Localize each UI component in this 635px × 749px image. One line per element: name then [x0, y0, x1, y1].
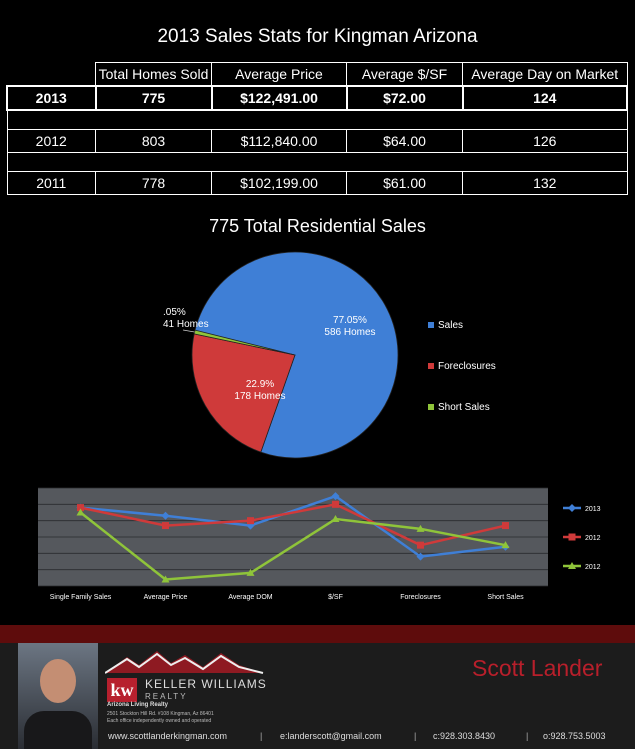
table-cell-sf: $61.00: [346, 171, 463, 195]
data-point: [76, 508, 85, 516]
table-cell-price: $112,840.00: [211, 129, 347, 153]
data-point: [247, 517, 254, 525]
agent-face: [40, 659, 76, 703]
table-cell-homes: 775: [94, 85, 213, 111]
table-cell-price: $102,199.00: [211, 171, 347, 195]
table-cell-price: $122,491.00: [210, 85, 348, 111]
pie-count-label: 41 Homes: [163, 319, 209, 330]
x-tick-label: Average Price: [144, 594, 188, 601]
series-line: [80, 503, 506, 547]
page-title: 2013 Sales Stats for Kingman Arizona: [157, 26, 478, 47]
kw-logo: kw: [107, 678, 137, 702]
table-header-cell: Average Day on Market: [462, 62, 628, 87]
legend-label: 2012: [585, 564, 601, 571]
table-spacer-row: [6, 109, 628, 130]
office-phone[interactable]: o:928.753.5003: [543, 731, 606, 741]
series-line: [79, 511, 506, 581]
pie-count-label: 586 Homes: [324, 327, 375, 338]
data-point: [417, 541, 424, 549]
data-point: [246, 521, 255, 530]
office-note: Each office independently owned and oper…: [107, 718, 212, 724]
legend-label: Sales: [438, 320, 463, 331]
table-row: 2013 775 $122,491.00 $72.00 124: [6, 85, 628, 111]
agent-photo: [18, 643, 98, 749]
pie-slice: [193, 251, 399, 459]
data-point: [502, 522, 509, 530]
data-point: [416, 552, 425, 561]
table-header-cell: Average $/SF: [346, 62, 463, 87]
mountains-logo: [105, 651, 264, 674]
data-point: [161, 575, 170, 583]
table-row: 2011 778 $102,199.00 $61.00 132: [6, 171, 628, 195]
pie-leader-line: [182, 329, 195, 333]
footer-accent-bar: [0, 625, 635, 643]
cell-phone[interactable]: c:928.303.8430: [433, 731, 496, 741]
data-point: [332, 500, 339, 508]
office-address: 2501 Stockton Hill Rd. #108 Kingman, Az …: [107, 711, 214, 717]
brokerage-name: KELLER WILLIAMS: [145, 677, 267, 691]
table-cell-homes: 803: [95, 129, 212, 153]
table-cell-year: 2012: [6, 129, 96, 153]
data-point: [246, 568, 255, 576]
pie-chart: 77.05%586 Homes 22.9%178 Homes .05%41 Home…: [163, 251, 496, 459]
legend-swatch: [428, 404, 434, 410]
data-point: [331, 492, 340, 501]
data-point: [568, 533, 576, 541]
x-tick-label: Foreclosures: [400, 594, 441, 601]
table-header-cell: Total Homes Sold: [95, 62, 212, 87]
agent-name: Scott Lander: [472, 655, 603, 681]
legend-swatch: [428, 363, 434, 369]
x-tick-label: Short Sales: [487, 594, 524, 601]
line-chart: Single Family Sales Average Price Average …: [38, 487, 601, 601]
office-name: Arizona Living Realty: [107, 702, 169, 708]
data-point: [568, 504, 576, 512]
brokerage-realty: REALTY: [145, 692, 188, 701]
legend-label: Short Sales: [438, 402, 490, 413]
stats-table: Total Homes Sold Average Price Average $…: [6, 62, 628, 195]
email-link[interactable]: e:landerscott@gmail.com: [280, 731, 382, 741]
agent-shirt: [24, 711, 92, 749]
pie-slice: [191, 333, 296, 453]
agent-footer: kw KELLER WILLIAMS REALTY Scott Lander A…: [0, 625, 635, 749]
table-cell-homes: 778: [95, 171, 212, 195]
table-cell-year: 2011: [6, 171, 96, 195]
table-cell-sf: $64.00: [346, 129, 463, 153]
data-point: [77, 504, 84, 512]
data-point: [331, 515, 340, 523]
separator: |: [526, 731, 529, 741]
website-link[interactable]: www.scottlanderkingman.com: [108, 731, 228, 741]
data-point: [501, 541, 510, 549]
x-tick-label: $/SF: [328, 594, 343, 601]
separator: |: [414, 731, 417, 741]
table-cell-dom: 132: [462, 171, 628, 195]
table-cell-sf: $72.00: [345, 85, 464, 111]
separator: |: [260, 731, 263, 741]
table-cell-dom: 126: [462, 129, 628, 153]
pie-pct-label: 22.9%: [246, 379, 274, 390]
legend-label: Foreclosures: [438, 361, 496, 372]
pie-count-label: 178 Homes: [234, 391, 285, 402]
table-row: 2012 803 $112,840.00 $64.00 126: [6, 129, 628, 153]
series-line: [80, 494, 506, 558]
table-cell-year: 2013: [6, 85, 97, 111]
x-tick-label: Single Family Sales: [50, 594, 112, 601]
data-point: [416, 524, 425, 532]
pie-pct-label: .05%: [163, 307, 186, 318]
x-tick-label: Average DOM: [228, 594, 272, 601]
table-cell-dom: 124: [461, 85, 628, 111]
legend-label: 2012: [585, 535, 601, 542]
pie-pct-label: 77.05%: [333, 315, 367, 326]
data-point: [161, 511, 170, 520]
data-point: [162, 522, 169, 530]
legend-label: 2013: [585, 506, 601, 513]
table-spacer-row: [6, 152, 628, 172]
table-header-cell: [7, 63, 96, 87]
legend-swatch: [428, 322, 434, 328]
table-header-row: Total Homes Sold Average Price Average $…: [7, 62, 628, 87]
data-point: [568, 562, 576, 569]
pie-chart-title: 775 Total Residential Sales: [209, 216, 426, 236]
table-header-cell: Average Price: [211, 62, 347, 87]
